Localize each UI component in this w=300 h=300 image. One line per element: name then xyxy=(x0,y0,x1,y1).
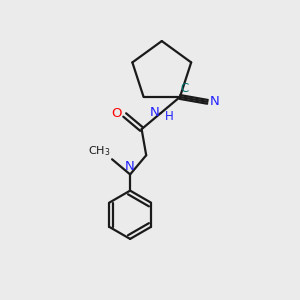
Text: O: O xyxy=(111,107,122,120)
Text: C: C xyxy=(181,82,189,95)
Text: N: N xyxy=(150,106,159,119)
Text: H: H xyxy=(165,110,174,123)
Text: CH$_3$: CH$_3$ xyxy=(88,144,111,158)
Text: N: N xyxy=(125,160,135,173)
Text: N: N xyxy=(210,95,219,108)
